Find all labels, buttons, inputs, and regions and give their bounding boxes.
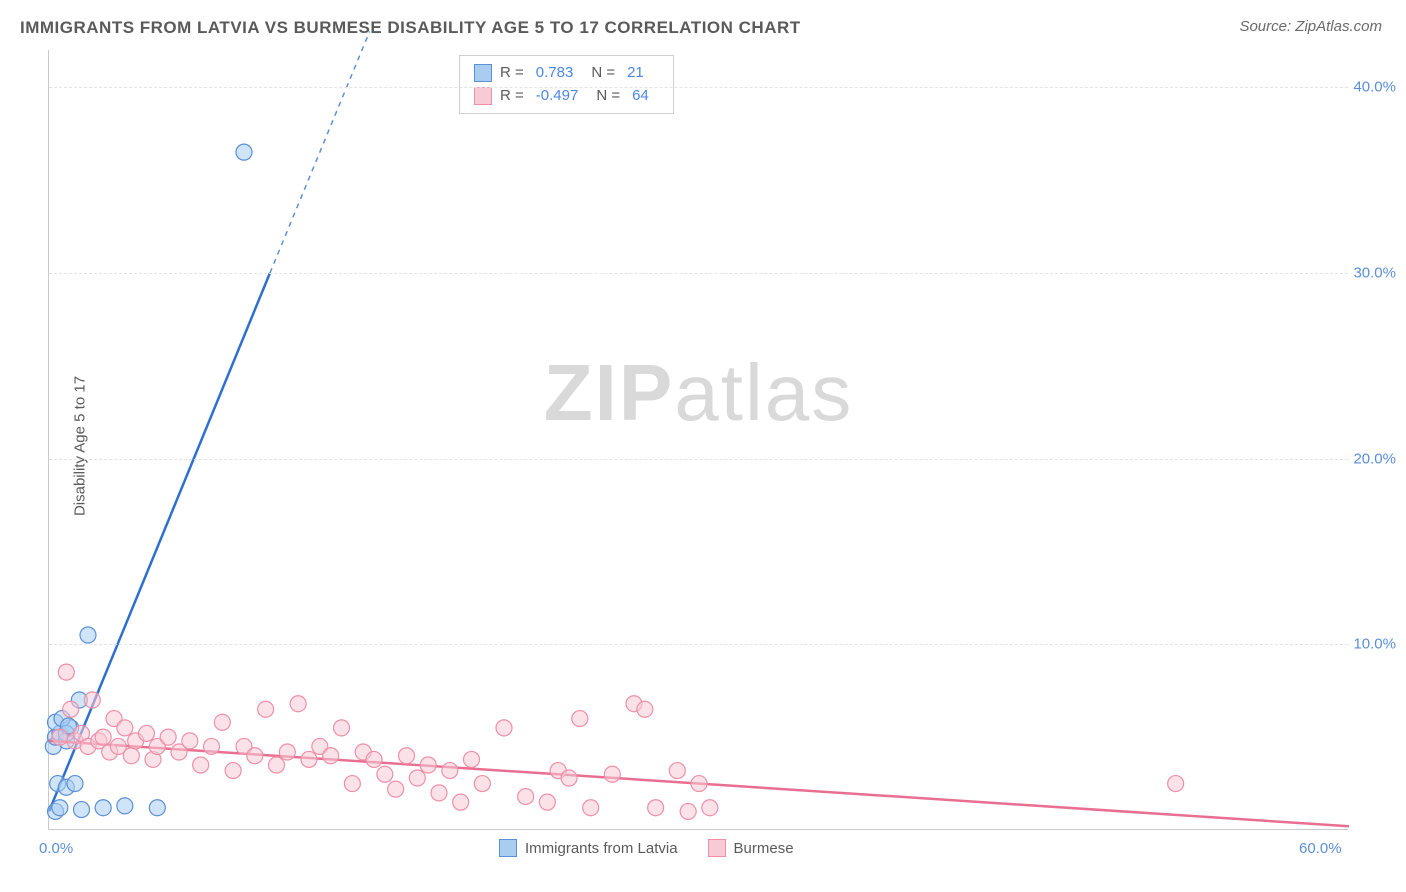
scatter-point xyxy=(344,776,360,792)
scatter-point xyxy=(572,711,588,727)
gridline xyxy=(49,644,1348,645)
scatter-point xyxy=(464,751,480,767)
gridline xyxy=(49,459,1348,460)
scatter-point xyxy=(52,800,68,816)
scatter-point xyxy=(74,802,90,818)
scatter-point xyxy=(1168,776,1184,792)
y-tick-label: 20.0% xyxy=(1353,450,1396,467)
scatter-point xyxy=(496,720,512,736)
scatter-point xyxy=(52,729,68,745)
series-legend-item: Immigrants from Latvia xyxy=(499,839,678,857)
stats-r-label: R = xyxy=(500,62,524,85)
x-tick-label: 0.0% xyxy=(39,840,73,857)
legend-swatch xyxy=(474,64,492,82)
scatter-point xyxy=(637,701,653,717)
scatter-point xyxy=(63,701,79,717)
y-tick-label: 40.0% xyxy=(1353,79,1396,96)
stats-r-value: 0.783 xyxy=(536,62,574,85)
scatter-point xyxy=(67,776,83,792)
series-legend-item: Burmese xyxy=(708,839,794,857)
y-tick-label: 10.0% xyxy=(1353,636,1396,653)
scatter-point xyxy=(334,720,350,736)
scatter-point xyxy=(80,627,96,643)
scatter-point xyxy=(214,714,230,730)
scatter-point xyxy=(702,800,718,816)
series-legend: Immigrants from Latvia Burmese xyxy=(499,839,794,857)
scatter-point xyxy=(58,664,74,680)
stats-legend: R =0.783N =21R =-0.497N =64 xyxy=(459,55,674,114)
scatter-point xyxy=(377,766,393,782)
scatter-point xyxy=(561,770,577,786)
scatter-point xyxy=(139,725,155,741)
scatter-point xyxy=(290,696,306,712)
scatter-point xyxy=(269,757,285,773)
scatter-point xyxy=(95,800,111,816)
scatter-point xyxy=(193,757,209,773)
legend-swatch xyxy=(474,87,492,105)
stats-n-label: N = xyxy=(591,62,615,85)
series-legend-label: Burmese xyxy=(734,840,794,857)
scatter-point xyxy=(301,751,317,767)
chart-title: IMMIGRANTS FROM LATVIA VS BURMESE DISABI… xyxy=(20,18,801,38)
scatter-point xyxy=(366,751,382,767)
x-tick-label: 60.0% xyxy=(1299,840,1342,857)
gridline xyxy=(49,87,1348,88)
scatter-point xyxy=(279,744,295,760)
scatter-point xyxy=(160,729,176,745)
scatter-point xyxy=(388,781,404,797)
stats-n-value: 21 xyxy=(627,62,644,85)
scatter-point xyxy=(149,800,165,816)
scatter-point xyxy=(604,766,620,782)
scatter-point xyxy=(442,763,458,779)
scatter-point xyxy=(420,757,436,773)
legend-swatch xyxy=(708,839,726,857)
scatter-point xyxy=(182,733,198,749)
scatter-point xyxy=(204,738,220,754)
scatter-point xyxy=(399,748,415,764)
gridline xyxy=(49,273,1348,274)
source-attribution: Source: ZipAtlas.com xyxy=(1239,18,1382,35)
scatter-point xyxy=(84,692,100,708)
scatter-point xyxy=(95,729,111,745)
scatter-point xyxy=(518,789,534,805)
scatter-point xyxy=(453,794,469,810)
chart-svg xyxy=(49,50,1348,829)
scatter-point xyxy=(123,748,139,764)
scatter-point xyxy=(583,800,599,816)
scatter-point xyxy=(648,800,664,816)
scatter-point xyxy=(431,785,447,801)
scatter-point xyxy=(117,720,133,736)
scatter-point xyxy=(247,748,263,764)
series-legend-label: Immigrants from Latvia xyxy=(525,840,678,857)
scatter-point xyxy=(409,770,425,786)
stats-legend-row: R = 0.783 N = 21 xyxy=(474,62,659,85)
scatter-point xyxy=(236,144,252,160)
plot-area: ZIPatlas R =0.783N =21R =-0.497N =64 Imm… xyxy=(48,50,1348,830)
scatter-point xyxy=(691,776,707,792)
scatter-point xyxy=(474,776,490,792)
scatter-point xyxy=(669,763,685,779)
scatter-point xyxy=(539,794,555,810)
scatter-point xyxy=(323,748,339,764)
scatter-point xyxy=(680,803,696,819)
y-tick-label: 30.0% xyxy=(1353,264,1396,281)
trend-line-dashed xyxy=(270,31,370,272)
legend-swatch xyxy=(499,839,517,857)
scatter-point xyxy=(117,798,133,814)
scatter-point xyxy=(258,701,274,717)
scatter-point xyxy=(225,763,241,779)
